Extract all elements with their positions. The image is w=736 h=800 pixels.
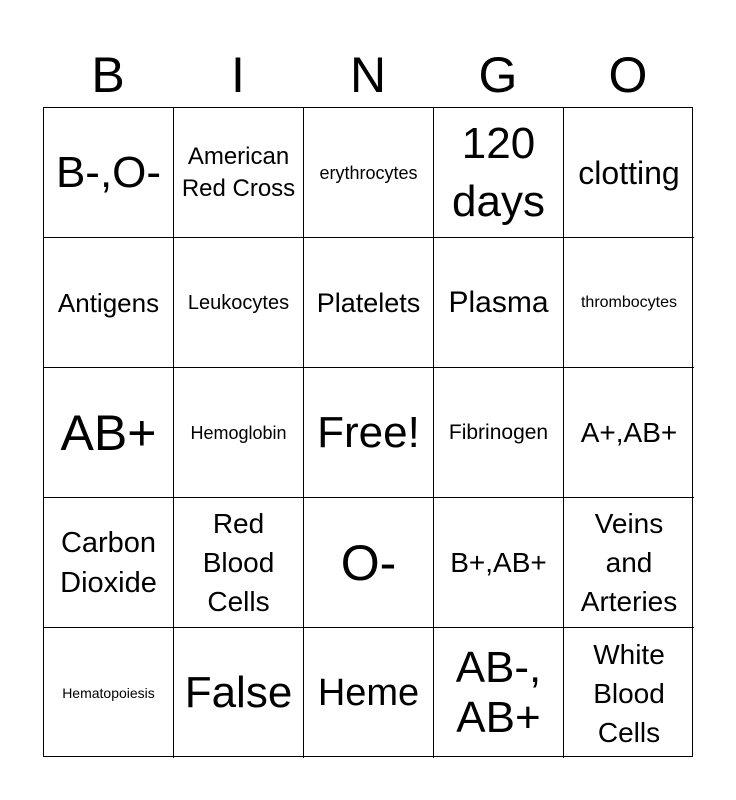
- cell-text: White Blood Cells: [593, 638, 665, 748]
- cell-text: Leukocytes: [187, 291, 290, 314]
- cell-text: Antigens: [57, 287, 160, 318]
- bingo-cell[interactable]: Plasma: [434, 238, 564, 368]
- cell-text: Hemoglobin: [190, 422, 287, 443]
- bingo-cell[interactable]: American Red Cross: [174, 108, 304, 238]
- bingo-cell[interactable]: AB-, AB+: [434, 628, 564, 758]
- bingo-header: B I N G O: [43, 44, 693, 106]
- cell-text: 120 days: [452, 118, 545, 226]
- bingo-cell[interactable]: Leukocytes: [174, 238, 304, 368]
- bingo-cell[interactable]: Antigens: [44, 238, 174, 368]
- bingo-cell[interactable]: B-,O-: [44, 108, 174, 238]
- bingo-cell[interactable]: Heme: [304, 628, 434, 758]
- bingo-cell[interactable]: Red Blood Cells: [174, 498, 304, 628]
- cell-text: AB+: [60, 404, 157, 461]
- cell-text: Free!: [317, 407, 420, 457]
- bingo-grid: B-,O- American Red Cross erythrocytes 120 d…: [43, 107, 694, 758]
- cell-text: Veins and Arteries: [580, 508, 678, 617]
- bingo-cell[interactable]: Platelets: [304, 238, 434, 368]
- cell-text: False: [184, 668, 293, 717]
- bingo-cell[interactable]: Carbon Dioxide: [44, 498, 174, 628]
- cell-text: thrombocytes: [580, 293, 678, 311]
- bingo-cell[interactable]: Fibrinogen: [434, 368, 564, 498]
- bingo-cell[interactable]: clotting: [564, 108, 694, 238]
- cell-text: Red Blood Cells: [202, 508, 275, 617]
- bingo-cell[interactable]: False: [174, 628, 304, 758]
- cell-text: B-,O-: [55, 147, 162, 197]
- header-letter-i: I: [231, 47, 245, 103]
- header-letter-g: G: [478, 47, 518, 103]
- cell-text: Heme: [317, 672, 420, 714]
- cell-text: AB-, AB+: [455, 643, 542, 742]
- cell-text: Hematopoiesis: [62, 685, 155, 701]
- bingo-cell[interactable]: White Blood Cells: [564, 628, 694, 758]
- cell-text: B+,AB+: [450, 546, 547, 578]
- bingo-cell[interactable]: 120 days: [434, 108, 564, 238]
- cell-text: A+,AB+: [580, 416, 678, 448]
- cell-text: Fibrinogen: [448, 420, 549, 444]
- cell-text: American Red Cross: [181, 142, 296, 202]
- cell-text: O-: [340, 534, 397, 591]
- cell-text: erythrocytes: [319, 162, 418, 183]
- cell-text: clotting: [578, 154, 680, 191]
- cell-text: Platelets: [316, 287, 421, 318]
- bingo-cell[interactable]: Hemoglobin: [174, 368, 304, 498]
- cell-text: Plasma: [448, 285, 549, 319]
- header-letter-b: B: [91, 47, 125, 103]
- bingo-cell[interactable]: B+,AB+: [434, 498, 564, 628]
- bingo-cell[interactable]: A+,AB+: [564, 368, 694, 498]
- bingo-cell[interactable]: thrombocytes: [564, 238, 694, 368]
- bingo-cell[interactable]: Hematopoiesis: [44, 628, 174, 758]
- bingo-cell[interactable]: AB+: [44, 368, 174, 498]
- bingo-cell[interactable]: O-: [304, 498, 434, 628]
- cell-text: Carbon Dioxide: [60, 526, 157, 599]
- bingo-cell[interactable]: erythrocytes: [304, 108, 434, 238]
- free-space-cell[interactable]: Free!: [304, 368, 434, 498]
- header-letter-n: N: [349, 47, 387, 103]
- header-letter-o: O: [608, 47, 648, 103]
- bingo-cell[interactable]: Veins and Arteries: [564, 498, 694, 628]
